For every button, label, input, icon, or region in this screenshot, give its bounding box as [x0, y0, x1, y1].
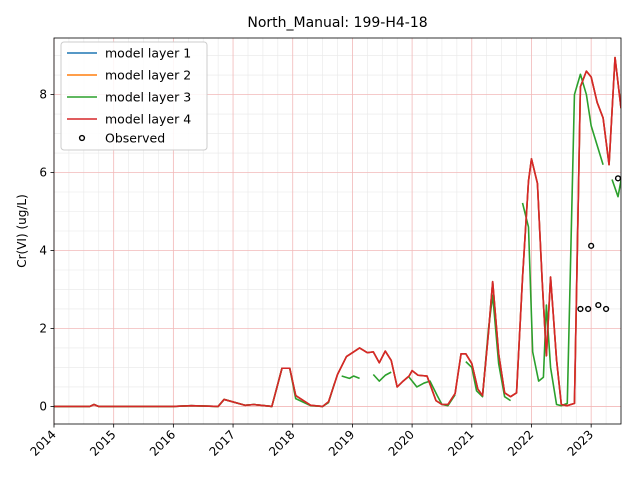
legend-label-layer4: model layer 4 [105, 112, 191, 127]
y-tick-label-3: 6 [39, 166, 47, 180]
series-line-layer3-seg6 [611, 175, 621, 198]
legend-label-layer2: model layer 2 [105, 68, 191, 83]
observed-point-3 [595, 301, 602, 309]
y-tick-label-0: 0 [39, 399, 47, 413]
y-axis-label: Cr(VI) (ug/L) [15, 194, 29, 268]
observed-point-4 [602, 305, 610, 313]
y-tick-label-4: 8 [39, 88, 47, 102]
observed-points [577, 175, 622, 313]
series-line-layer4-seg0 [54, 56, 621, 408]
y-tick-label-1: 2 [39, 321, 47, 335]
legend-marker-observed [78, 134, 86, 142]
legend: model layer 1 model layer 2 model layer … [60, 41, 208, 151]
y-tick-label-2: 4 [39, 243, 47, 257]
legend-label-layer3: model layer 3 [105, 90, 191, 105]
series-line-layer3-seg3 [408, 376, 456, 407]
legend-label-layer1: model layer 1 [105, 46, 191, 61]
series-line-layer3-seg2 [372, 371, 392, 382]
series-line-layer3-seg5 [521, 73, 604, 407]
chart-title: North_Manual: 199-H4-18 [247, 15, 427, 31]
observed-point-0 [577, 305, 584, 313]
observed-point-5 [614, 175, 622, 182]
observed-point-1 [585, 305, 592, 313]
legend-label-observed: Observed [105, 131, 165, 146]
series-group [54, 56, 621, 408]
legend-box [60, 41, 208, 151]
observed-point-2 [588, 242, 595, 249]
series-line-layer3-seg1 [341, 375, 360, 380]
plot-frame [53, 37, 622, 425]
